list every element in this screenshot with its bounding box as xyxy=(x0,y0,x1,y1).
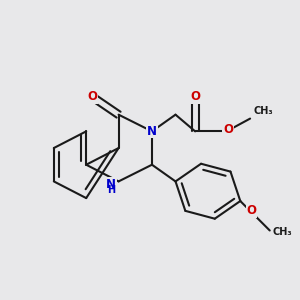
Text: O: O xyxy=(190,90,200,103)
Text: N: N xyxy=(106,178,116,191)
Text: CH₃: CH₃ xyxy=(253,106,273,116)
Text: N: N xyxy=(147,125,157,138)
Text: H: H xyxy=(107,185,115,195)
Text: O: O xyxy=(247,204,256,218)
Text: O: O xyxy=(88,90,98,103)
Text: CH₃: CH₃ xyxy=(273,227,292,237)
Text: O: O xyxy=(223,123,233,136)
